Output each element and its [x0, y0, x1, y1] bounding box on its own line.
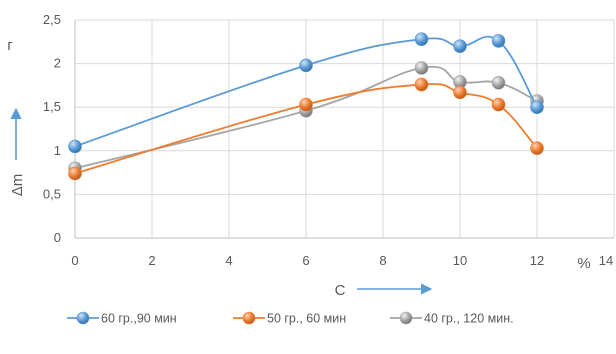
y-tick-label: 1,5: [43, 99, 61, 114]
x-axis-unit: %: [577, 255, 590, 272]
series-blue: [68, 32, 544, 154]
legend-marker: [242, 311, 256, 325]
data-point-blue: [530, 100, 544, 114]
legend-label: 40 гр., 120 мин.: [424, 312, 514, 326]
y-tick-label: 0: [54, 230, 61, 245]
data-point-gray: [414, 61, 429, 75]
x-tick-label: 0: [71, 253, 78, 268]
x-tick-label: 2: [148, 253, 155, 268]
legend-item-orange: 50 гр., 60 мин: [233, 312, 346, 326]
legend-marker: [399, 311, 413, 325]
data-point-blue: [68, 139, 82, 154]
x-tick-label: 8: [379, 253, 386, 268]
data-point-orange: [414, 77, 429, 92]
data-point-blue: [299, 58, 313, 73]
y-axis-label-group: Δm: [9, 107, 26, 197]
data-point-gray: [491, 75, 506, 90]
y-tick-label: 1: [54, 143, 61, 158]
legend-label: 50 гр., 60 мин: [267, 312, 346, 326]
x-axis-label-group: C: [335, 282, 433, 299]
x-tick-label: 6: [302, 253, 309, 268]
x-axis-label: C: [335, 282, 346, 299]
x-tick-label: 12: [530, 253, 544, 268]
gridlines: [75, 19, 615, 238]
legend-label: 60 гр.,90 мин: [101, 312, 177, 326]
x-tick-label: 10: [453, 253, 467, 268]
axes: [74, 20, 614, 239]
x-tick-label: 4: [225, 253, 232, 268]
y-axis-unit: г: [7, 37, 13, 54]
y-tick-label: 2: [54, 56, 61, 71]
data-point-orange: [299, 97, 313, 112]
data-point-blue: [453, 39, 467, 53]
series-orange: [68, 77, 544, 181]
data-point-blue: [491, 34, 506, 48]
legend: 60 гр.,90 мин 50 гр., 60 мин 40 гр., 120 м…: [67, 312, 514, 326]
x-tick-label: 14: [599, 253, 613, 268]
tick-labels: 0 0,5 1 1,5 2 2,5 0 2 4 6 8 10 12 14: [43, 12, 613, 268]
legend-item-gray: 40 гр., 120 мин.: [390, 312, 514, 326]
legend-item-blue: 60 гр.,90 мин: [67, 312, 177, 326]
data-point-orange: [491, 97, 506, 112]
y-axis-label: Δm: [9, 174, 26, 197]
data-point-orange: [68, 166, 82, 181]
y-tick-label: 2,5: [43, 12, 61, 27]
data-point-blue: [414, 32, 429, 46]
series-group: [68, 32, 544, 181]
legend-marker: [76, 311, 90, 325]
data-point-orange: [453, 85, 467, 100]
data-point-orange: [530, 141, 544, 155]
y-tick-label: 0,5: [43, 186, 61, 201]
